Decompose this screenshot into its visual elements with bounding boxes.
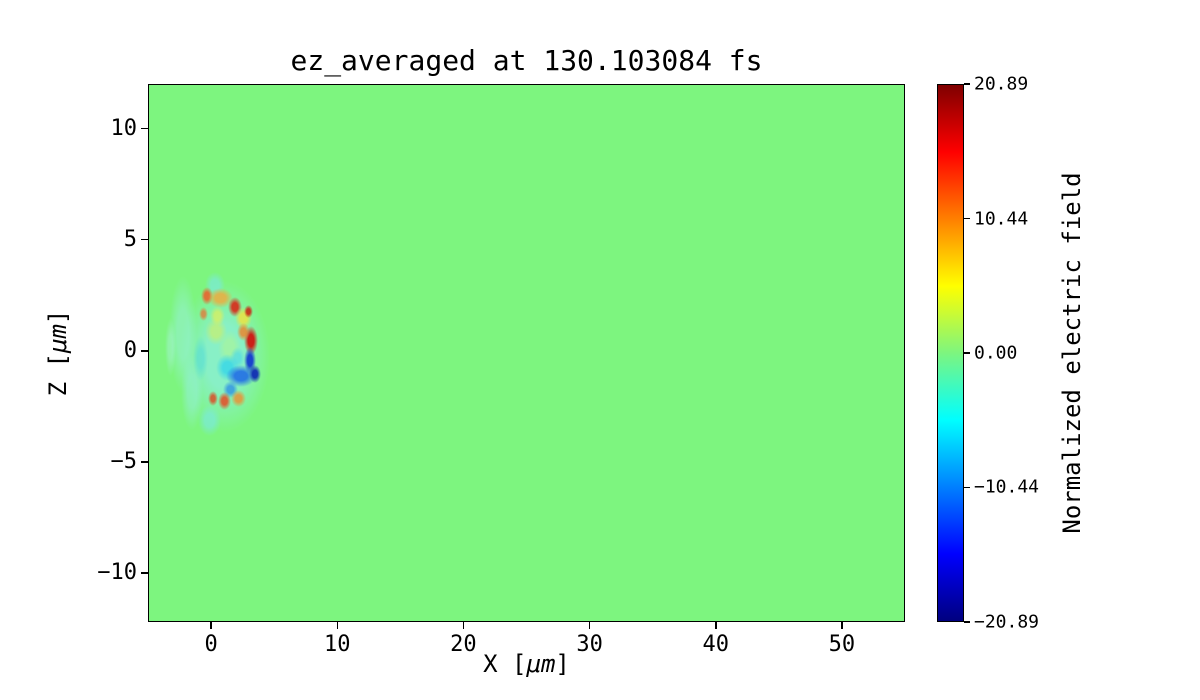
z-tick-label: −10 — [97, 560, 137, 586]
field-feature — [208, 288, 234, 309]
z-tick-label: 0 — [123, 337, 137, 363]
x-tick-mark — [462, 622, 465, 629]
colorbar-gradient — [937, 84, 964, 622]
x-axis-label: X [μm] — [148, 650, 905, 678]
y-axis-label: Z [μm] — [44, 310, 72, 397]
y-axis-label-post: ] — [44, 309, 72, 325]
mu-symbol-y: μm — [44, 324, 72, 353]
z-tick-mark — [141, 461, 148, 463]
field-feature — [229, 347, 245, 370]
colorbar-tick-mark — [964, 83, 970, 85]
z-tick-mark — [141, 572, 148, 574]
colorbar-tick-label: −20.89 — [974, 611, 1040, 633]
z-tick-mark — [141, 127, 148, 130]
colorbar-tick-label: 0.00 — [974, 342, 1018, 364]
colorbar-tick-mark — [964, 352, 970, 354]
colorbar-tick-mark — [964, 621, 970, 623]
field-feature — [218, 391, 231, 410]
field-feature — [244, 305, 254, 319]
field-feature — [231, 389, 247, 408]
colorbar-tick-mark — [964, 486, 970, 489]
z-tick-label: −5 — [110, 448, 138, 474]
colorbar-tick-label: −10.44 — [974, 476, 1040, 498]
x-axis-label-pre: X [ — [483, 650, 527, 678]
colorbar-tick-label: 20.89 — [974, 73, 1029, 95]
x-tick-mark — [588, 622, 591, 629]
field-feature — [208, 390, 219, 407]
colorbar-tick-label: 10.44 — [974, 208, 1029, 230]
mu-symbol-x: μm — [526, 650, 556, 678]
z-tick-label: 10 — [110, 115, 138, 141]
z-tick-mark — [141, 350, 148, 352]
x-axis-label-post: ] — [555, 650, 570, 678]
y-axis-label-pre: Z [ — [44, 353, 72, 397]
field-feature — [198, 307, 208, 321]
x-tick-mark — [210, 622, 212, 629]
colorbar-tick-mark — [964, 217, 970, 220]
field-feature — [198, 405, 221, 437]
chart-title: ez_averaged at 130.103084 fs — [290, 44, 763, 77]
z-tick-mark — [141, 238, 148, 241]
x-tick-mark — [841, 622, 843, 629]
field-feature — [248, 365, 262, 383]
field-feature — [193, 336, 209, 381]
field-feature — [237, 322, 250, 341]
field-feature — [209, 306, 225, 327]
plot-area — [148, 84, 905, 622]
x-tick-mark — [715, 622, 717, 629]
field-feature — [164, 318, 177, 377]
z-tick-label: 5 — [123, 226, 137, 252]
x-tick-mark — [336, 622, 338, 629]
colorbar-label: Normalized electric field — [1058, 172, 1086, 534]
